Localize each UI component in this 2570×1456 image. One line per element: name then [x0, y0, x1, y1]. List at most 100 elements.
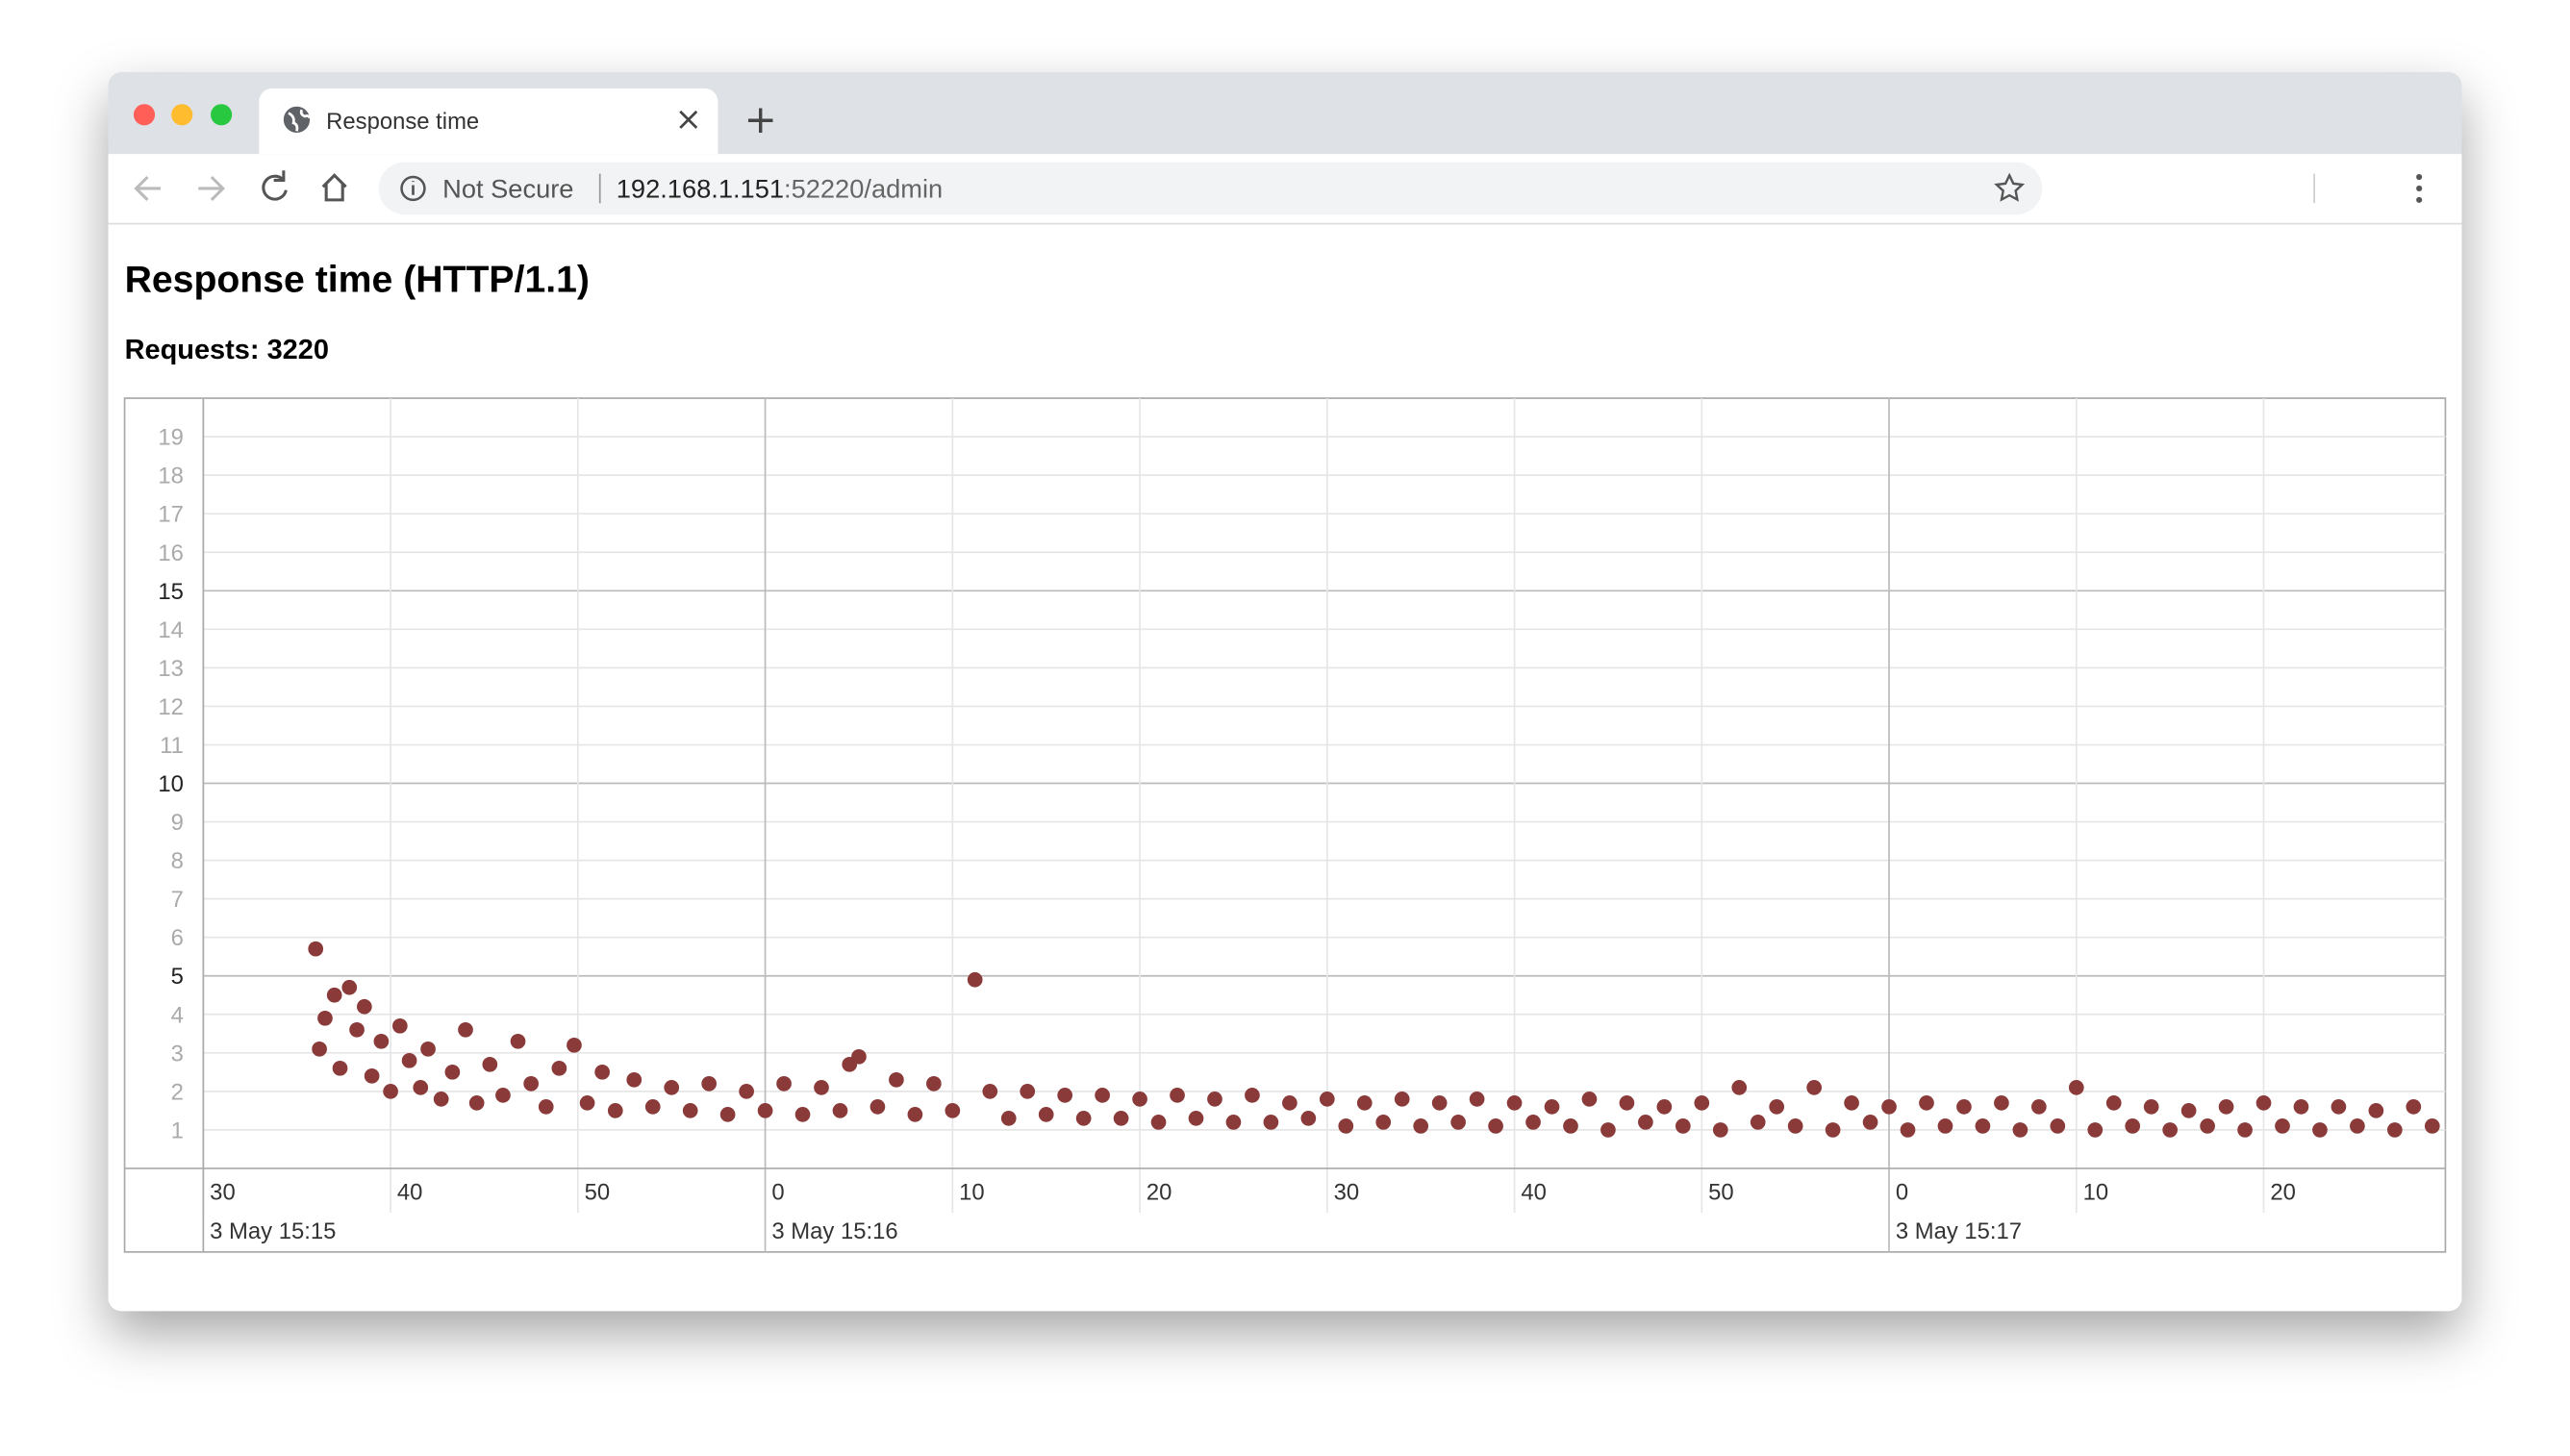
point — [1038, 1107, 1054, 1122]
point — [364, 1068, 380, 1084]
y-tick-label: 7 — [171, 887, 184, 913]
point — [510, 1033, 526, 1049]
point — [594, 1065, 611, 1080]
point — [1712, 1122, 1728, 1138]
point — [739, 1084, 754, 1099]
y-tick-label: 9 — [171, 810, 184, 836]
point — [458, 1021, 473, 1038]
point — [1170, 1088, 1185, 1103]
y-tick-label: 6 — [171, 925, 184, 951]
point — [1769, 1099, 1785, 1115]
point — [1506, 1095, 1523, 1111]
maximize-window[interactable] — [211, 104, 233, 126]
y-tick-label: 17 — [158, 502, 184, 528]
point — [1563, 1118, 1578, 1134]
point — [2406, 1099, 2422, 1115]
point — [1207, 1092, 1222, 1107]
point — [1469, 1092, 1485, 1107]
point — [413, 1080, 429, 1095]
point — [2350, 1118, 2365, 1134]
point — [1150, 1115, 1167, 1130]
point — [889, 1072, 904, 1088]
point — [1994, 1095, 2009, 1111]
point — [757, 1103, 773, 1118]
point — [1619, 1095, 1635, 1111]
x-date-label: 3 May 15:17 — [1896, 1218, 2022, 1244]
y-tick-label: 8 — [171, 848, 184, 874]
point — [1937, 1118, 1953, 1134]
url-path: :52220/admin — [784, 173, 943, 203]
point — [945, 1103, 961, 1118]
point — [317, 1010, 333, 1026]
forward-button[interactable] — [198, 175, 225, 201]
tab-close[interactable] — [679, 110, 698, 129]
point — [1787, 1118, 1803, 1134]
point — [1919, 1095, 1934, 1111]
point — [2331, 1099, 2347, 1115]
point — [2368, 1103, 2384, 1118]
tab-title: Response time — [326, 109, 479, 135]
point — [420, 1041, 436, 1057]
point — [2293, 1099, 2309, 1115]
reload-button[interactable] — [262, 170, 288, 201]
point — [332, 1060, 348, 1076]
x-tick-label: 0 — [771, 1179, 784, 1205]
minimize-window[interactable] — [171, 104, 193, 126]
x-tick-label: 20 — [2270, 1179, 2296, 1205]
point — [2275, 1118, 2290, 1134]
point — [1750, 1115, 1766, 1130]
x-tick-label: 50 — [585, 1179, 611, 1205]
point — [1956, 1099, 1972, 1115]
x-tick-label: 40 — [397, 1179, 423, 1205]
x-tick-label: 20 — [1146, 1179, 1172, 1205]
point — [1300, 1111, 1317, 1126]
y-tick-label: 14 — [158, 617, 184, 643]
point — [1656, 1099, 1673, 1115]
point — [1525, 1115, 1541, 1130]
home-button[interactable] — [321, 173, 347, 202]
point — [1825, 1122, 1841, 1138]
omnibox[interactable] — [378, 162, 2043, 215]
point — [1338, 1118, 1354, 1134]
point — [982, 1084, 998, 1099]
point — [682, 1103, 698, 1118]
back-button[interactable] — [134, 175, 162, 201]
point — [1881, 1099, 1897, 1115]
point — [373, 1033, 390, 1049]
point — [967, 971, 983, 988]
point — [1356, 1095, 1373, 1111]
point — [401, 1052, 417, 1068]
point — [701, 1076, 718, 1092]
point — [926, 1076, 942, 1092]
y-tick-label: 11 — [160, 733, 184, 759]
point — [1488, 1118, 1503, 1134]
point — [1319, 1092, 1335, 1107]
point — [551, 1060, 567, 1076]
y-tick-label: 5 — [171, 964, 184, 990]
bookmark-star[interactable] — [1994, 172, 2026, 202]
menu-button[interactable] — [2416, 173, 2423, 203]
point — [2030, 1099, 2047, 1115]
x-tick-label: 50 — [1708, 1179, 1734, 1205]
point — [2424, 1118, 2440, 1134]
point — [312, 1041, 327, 1057]
y-tick-label: 12 — [158, 694, 184, 720]
new-tab[interactable] — [747, 108, 773, 134]
url-host: 192.168.1.151 — [617, 173, 784, 203]
y-tick-label: 13 — [158, 656, 184, 682]
close-window[interactable] — [133, 104, 156, 126]
point — [2068, 1080, 2084, 1095]
security-label: Not Secure — [442, 173, 573, 203]
y-tick-label: 18 — [158, 464, 184, 490]
point — [2218, 1099, 2234, 1115]
active-tab[interactable] — [259, 88, 718, 155]
point — [1413, 1118, 1429, 1134]
point — [1188, 1111, 1204, 1126]
x-tick-label: 30 — [1334, 1179, 1360, 1205]
point — [832, 1103, 848, 1118]
point — [495, 1088, 511, 1103]
point — [1245, 1088, 1260, 1103]
y-tick-label: 16 — [158, 540, 184, 566]
